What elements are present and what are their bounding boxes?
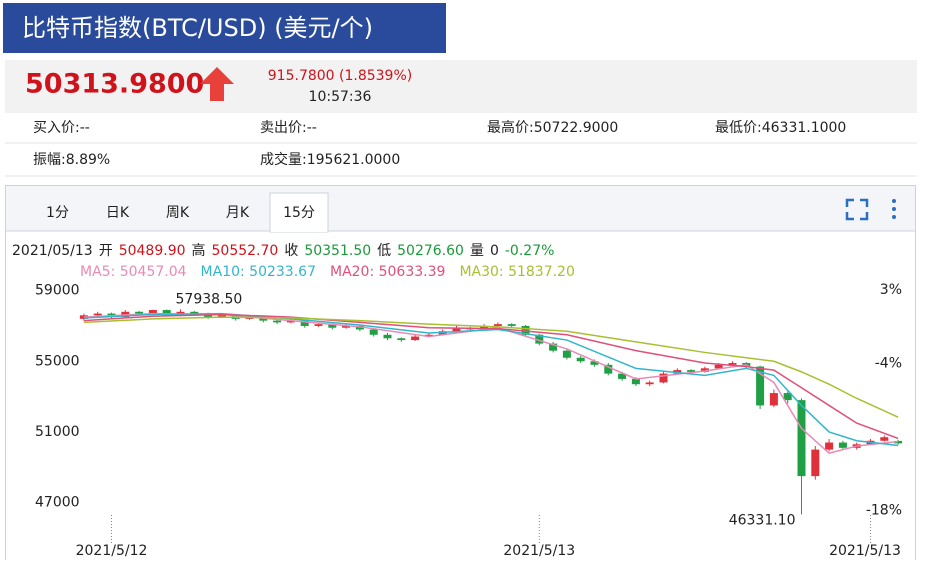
x-tick-label: 2021/5/13 [829,543,901,559]
tab-label[interactable]: 1分 [46,205,69,221]
candle-body [300,320,309,326]
candle-body [700,368,709,372]
y-tick-label: 47000 [35,495,80,511]
info-item: -0.27% [505,243,555,259]
stat: 卖出价:-- [260,120,317,136]
y-tick-label: 55000 [35,353,80,369]
tab-bar [6,186,915,231]
candle-body [880,437,889,441]
y-tick-label: 59000 [35,283,80,299]
min-annotation: 46331.10 [729,512,796,528]
candle-body [645,382,654,385]
candle-body [562,350,571,358]
candle-body [659,373,668,383]
candle-body [328,324,337,328]
ma-line [83,313,899,440]
candle-body [714,364,723,369]
candle-body [135,311,144,314]
candle-body [217,315,226,318]
info-item: 50552.70 [212,243,279,259]
candle-body [342,325,351,328]
stat: 成交量:195621.0000 [260,151,400,168]
candle-body [756,366,765,406]
candle-body [549,343,558,351]
candle-body [825,442,834,450]
up-arrow [200,67,234,101]
quote-band [5,60,917,113]
change: 915.7800 (1.8539%) [268,68,412,84]
candle-body [783,393,792,401]
candle-body [687,370,696,372]
stat: 最低价:46331.1000 [715,120,846,136]
candle-body [314,324,323,326]
candle-body [728,363,737,365]
tab[interactable] [269,192,329,233]
page-title: 比特币指数(BTC/USD) (美元/个) [22,14,373,42]
legend-entry: MA5: 50457.04 [80,264,187,280]
candle-body [148,310,157,314]
candle-body [838,442,847,448]
info-item: 量 [470,243,484,259]
tab-label[interactable]: 周K [166,205,190,221]
stat: 买入价:-- [33,120,90,136]
info-item: 50276.60 [397,243,464,259]
stat: 最高价:50722.9000 [487,119,618,136]
menu-icon[interactable] [892,199,896,219]
info-item: 开 [99,243,113,259]
candle-body [769,393,778,406]
candle-body [507,324,516,326]
candle-body [355,325,364,330]
x-tick-label: 2021/5/12 [76,543,148,559]
title-bar [3,3,446,53]
y-tick-label: 51000 [35,424,80,440]
ohlc-info: 2021/05/13 开 50489.90 高 50552.70 收 50351.50 低 50… [12,242,554,259]
candle-body [631,378,640,385]
x-tick-label: 2021/5/13 [503,543,575,559]
legend-entry: MA30: 51837.20 [459,264,574,280]
candle-body [576,357,585,362]
candle-body [618,373,627,379]
y2-tick-label: -4% [875,355,902,371]
candle-body [411,336,420,341]
info-item: 50351.50 [304,243,371,259]
info-item: 0 [490,243,499,259]
candle-body [162,310,171,316]
legend-entry: MA20: 50633.39 [330,264,445,280]
info-item: 低 [377,243,391,259]
tab-label[interactable]: 日K [106,205,130,221]
quote-time: 10:57:36 [309,89,372,105]
candle-body [535,334,544,344]
tab-label[interactable]: 月K [226,205,250,221]
candle-body [797,400,806,477]
candle-body [93,313,102,316]
candle-body [811,449,820,477]
y2-tick-label: 3% [880,282,902,298]
candle-body [397,338,406,341]
info-item: 50489.90 [119,243,186,259]
candle-body [493,324,502,326]
legend: MA5: 50457.04 MA10: 50233.67 MA20: 50633.3… [80,264,575,280]
candle-body [424,334,433,337]
max-annotation: 57938.50 [176,291,243,307]
price: 50313.9800 [25,69,204,100]
candle-body [273,320,282,323]
candle-body [383,334,392,339]
candle-body [590,361,599,365]
candle-body [286,320,295,323]
info-item: 收 [284,243,298,259]
legend-entry: MA10: 50233.67 [201,264,316,280]
stat: 振幅:8.89% [33,152,110,168]
candle-body [604,364,613,374]
info-item: 2021/05/13 [12,243,93,259]
candle-body [190,311,199,314]
tab-label[interactable]: 15分 [283,205,315,221]
y2-tick-label: -18% [866,502,902,518]
candle-body [369,329,378,335]
ma-line [83,316,899,418]
info-item: 高 [192,242,206,259]
fullscreen-icon[interactable] [845,198,869,221]
candle-body [452,327,461,332]
